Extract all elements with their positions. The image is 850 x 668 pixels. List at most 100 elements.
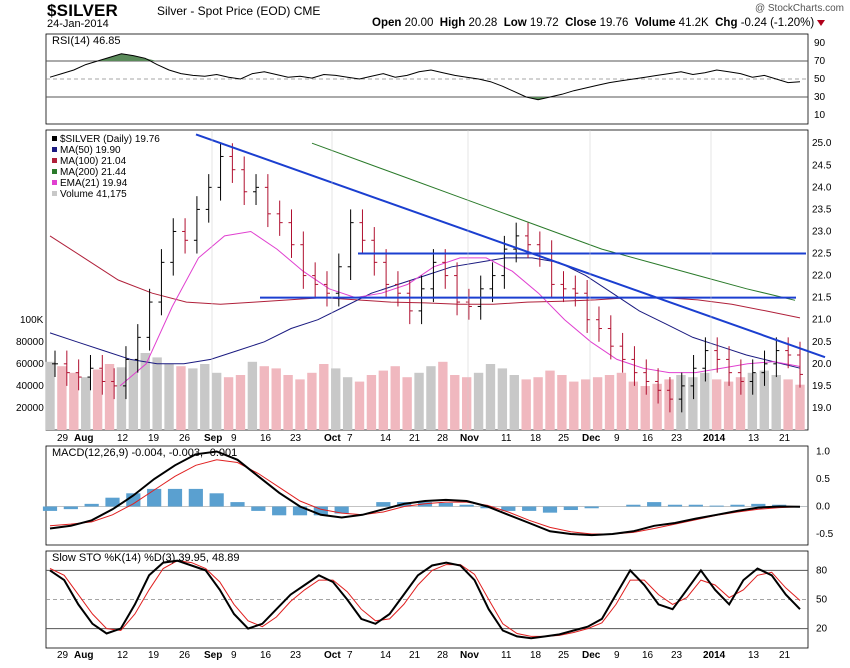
volume-bar — [604, 375, 615, 430]
x-axis-label-bottom: 16 — [260, 650, 272, 661]
macd-histogram-bar — [438, 502, 453, 507]
macd-histogram-bar — [84, 503, 99, 507]
x-axis-label: 25 — [558, 433, 570, 444]
volume-axis-label: 100K — [20, 315, 44, 326]
x-axis-label-bottom: 26 — [179, 650, 191, 661]
x-axis-label-bottom: 12 — [117, 650, 129, 661]
volume-bar — [509, 375, 519, 430]
volume-bar — [283, 375, 293, 430]
volume-bar — [771, 375, 781, 430]
x-axis-label-bottom: Dec — [582, 650, 601, 661]
volume-bar — [735, 377, 746, 430]
x-axis-label: Nov — [460, 433, 479, 444]
volume-bar — [200, 364, 210, 430]
sto-tick-label: 50 — [816, 595, 828, 606]
x-axis-label-bottom: 25 — [558, 650, 570, 661]
volume-bar — [747, 372, 758, 430]
volume-bar — [473, 372, 484, 430]
x-axis-label: 29 — [57, 433, 69, 444]
volume-bar — [438, 361, 448, 430]
volume-bar — [319, 364, 329, 430]
x-axis-label-bottom: 19 — [148, 650, 160, 661]
x-axis-label-bottom: 11 — [501, 650, 512, 661]
volume-tick-label: 60000 — [16, 359, 44, 370]
price-tick-label: 19.0 — [812, 403, 832, 414]
rsi-tick-label: 70 — [814, 56, 826, 67]
volume-bar — [354, 381, 365, 430]
price-tick-label: 22.0 — [812, 271, 832, 282]
x-axis-label-bottom: Oct — [324, 650, 341, 661]
volume-bar — [569, 381, 579, 430]
volume-bar — [700, 372, 710, 430]
x-axis-label: 16 — [260, 433, 272, 444]
macd-signal-line — [49, 459, 801, 535]
x-axis-label: 26 — [179, 433, 191, 444]
sto-title: Slow STO %K(14) %D(3) 39.95, 48.89 — [52, 552, 240, 564]
volume-bar — [664, 379, 674, 430]
volume-bar — [497, 368, 508, 430]
volume-bar — [723, 381, 734, 430]
volume-tick-label: 40000 — [16, 381, 44, 392]
macd-histogram-bar — [42, 506, 58, 511]
volume-bar — [235, 375, 246, 430]
volume-bar — [652, 383, 662, 430]
x-axis-label: 16 — [642, 433, 654, 444]
macd-tick-label: -0.5 — [816, 529, 834, 540]
x-axis-label-bottom: 14 — [380, 650, 392, 661]
price-tick-label: 20.0 — [812, 359, 832, 370]
volume-bar — [557, 375, 567, 430]
macd-histogram-bar — [251, 506, 266, 511]
x-axis-label-bottom: Nov — [460, 650, 479, 661]
x-axis-label-bottom: 21 — [409, 650, 421, 661]
x-axis-label-bottom: Sep — [204, 650, 222, 661]
volume-bar — [223, 377, 234, 430]
macd-histogram-bar — [188, 488, 203, 507]
x-axis-label-bottom: Aug — [74, 650, 93, 661]
volume-bar — [188, 368, 198, 430]
volume-bar — [307, 372, 317, 430]
legend-entry: MA(100) 21.04 — [60, 156, 127, 167]
legend-entry: MA(50) 19.90 — [60, 145, 121, 156]
volume-bar — [342, 377, 353, 430]
macd-histogram-bar — [63, 506, 78, 510]
volume-bar — [176, 366, 186, 430]
volume-bar — [402, 377, 412, 430]
volume-bar — [414, 372, 424, 430]
volume-tick-label: 80000 — [16, 337, 44, 348]
x-axis-label: 21 — [409, 433, 421, 444]
volume-bar — [795, 384, 805, 430]
x-axis-label-bottom: 13 — [748, 650, 760, 661]
volume-bar — [783, 379, 793, 430]
volume-bar — [640, 386, 650, 430]
x-axis-label-bottom: 21 — [779, 650, 791, 661]
volume-bar — [366, 375, 377, 430]
x-axis-label: 14 — [380, 433, 392, 444]
legend-entry: $SILVER (Daily) 19.76 — [60, 134, 160, 145]
macd-histogram-bar — [626, 504, 641, 507]
volume-bar — [104, 364, 115, 430]
macd-histogram-bar — [751, 503, 766, 507]
x-axis-label: 9 — [614, 433, 620, 444]
legend-swatch — [52, 147, 57, 152]
x-axis-label-bottom: 2014 — [703, 650, 726, 661]
macd-histogram-bar — [667, 504, 683, 507]
down-arrow-icon — [817, 19, 826, 26]
x-axis-label-bottom: 9 — [614, 650, 620, 661]
volume-bar — [759, 370, 769, 430]
volume-bar — [259, 366, 269, 430]
rsi-tick-label: 10 — [814, 110, 826, 121]
price-tick-label: 20.5 — [812, 337, 832, 348]
volume-bar — [461, 377, 472, 430]
volume-bar — [69, 372, 79, 430]
legend-swatch — [52, 191, 57, 196]
macd-histogram-bar — [688, 504, 703, 507]
volume-bar — [485, 364, 496, 430]
x-axis-label: 23 — [671, 433, 683, 444]
symbol-description: Silver - Spot Price (EOD) CME — [157, 4, 321, 18]
x-axis-label: Aug — [74, 433, 93, 444]
chart-header: $SILVER Silver - Spot Price (EOD) CME 24… — [0, 0, 850, 34]
volume-bar — [271, 368, 281, 430]
volume-bar — [45, 361, 55, 430]
sto-k-line — [49, 559, 801, 640]
volume-bar — [81, 377, 91, 430]
